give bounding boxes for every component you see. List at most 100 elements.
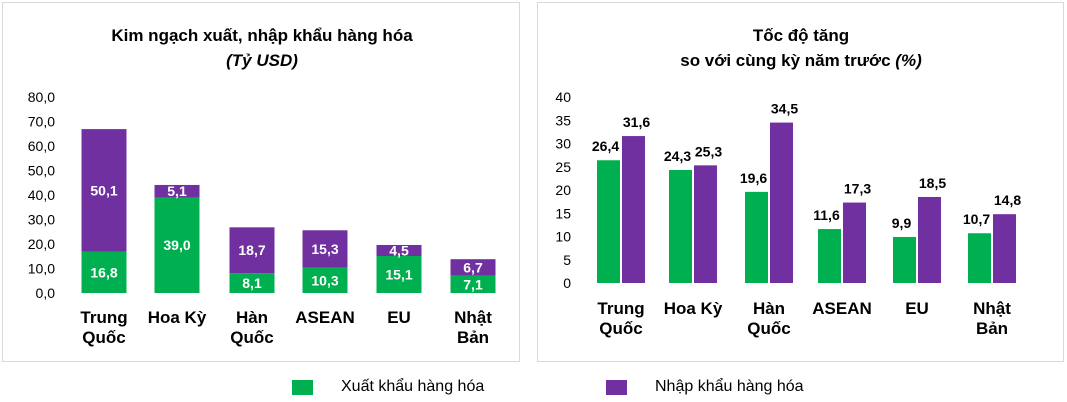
bar-export [818,229,841,283]
bar-import [993,214,1016,283]
chart-subtitle-main: so với cùng kỳ năm trước [680,51,890,70]
y-tick-label: 0 [563,275,571,291]
data-label-import: 31,6 [623,114,650,130]
chart-panel-trade-value: Kim ngạch xuất, nhập khẩu hàng hóa (Tỷ U… [2,2,520,362]
bar-import [302,230,348,268]
bar-import [376,244,422,257]
chart-panel-growth-rate: Tốc độ tăng so với cùng kỳ năm trước (%)… [537,2,1064,362]
x-category-label-line: Hàn [236,308,268,327]
x-category-label-line: Quốc [599,319,642,338]
x-category-label-line: Bản [976,319,1008,338]
data-label-import: 5,1 [167,183,187,199]
x-category-label-line: EU [905,299,929,318]
y-tick-label: 30 [555,136,571,152]
x-category-label-line: Nhật [454,308,492,327]
data-label-import: 4,5 [389,242,409,258]
y-tick-label: 80,0 [28,89,55,105]
bar-export [81,251,127,293]
x-category-label-line: Bản [457,328,489,347]
x-category-label-line: Hoa Kỳ [148,308,207,327]
y-tick-label: 10,0 [28,261,55,277]
x-category-label: Trung Quốc [597,299,644,338]
chart-subtitle: (Tỷ USD) [226,51,298,70]
x-category-label: Nhật Bản [454,308,492,347]
data-label-import: 50,1 [90,182,117,198]
bar-export [968,233,991,283]
data-label-export: 16,8 [90,264,117,280]
data-label-import: 15,3 [311,241,338,257]
bar-export [745,191,768,283]
y-tick-label: 25 [555,159,571,175]
chart-subtitle: so với cùng kỳ năm trước (%) [680,51,922,70]
data-label-import: 18,7 [238,242,265,258]
bar-export [450,275,496,293]
bar-import [81,129,127,252]
x-category-label-line: Quốc [82,328,125,347]
y-tick-label: 5 [563,252,571,268]
data-label-import: 17,3 [844,181,871,197]
bar-export [597,160,620,283]
legend-swatch-export [292,379,313,395]
bar-import [843,202,866,283]
bar-import [694,165,717,283]
data-label-export: 39,0 [163,237,190,253]
bar-import [770,122,793,283]
y-tick-label: 30,0 [28,212,55,228]
data-label-import: 25,3 [695,143,722,159]
x-category-label: EU [387,308,411,327]
data-label-import: 18,5 [919,175,946,191]
x-category-label: EU [905,299,929,318]
bar-import [154,184,200,198]
bar-export [154,197,200,293]
y-tick-label: 50,0 [28,163,55,179]
data-label-import: 14,8 [994,192,1021,208]
legend: Xuất khẩu hàng hóa Nhập khẩu hàng hóa [0,366,1067,402]
chart-growth-rate: Tốc độ tăng so với cùng kỳ năm trước (%)… [555,26,1021,338]
data-label-export: 9,9 [892,215,912,231]
x-category-label: Nhật Bản [973,299,1011,338]
bar-import [622,136,645,283]
x-category-label: ASEAN [295,308,355,327]
bar-import [918,196,941,283]
y-tick-label: 60,0 [28,138,55,154]
x-category-label: Hoa Kỳ [664,299,723,318]
y-tick-label: 10 [555,229,571,245]
bar-import [450,259,496,276]
y-tick-label: 0,0 [36,285,56,301]
x-category-label: Hoa Kỳ [148,308,207,327]
chart-title: Tốc độ tăng [753,26,849,45]
chart-trade-value: Kim ngạch xuất, nhập khẩu hàng hóa (Tỷ U… [28,26,496,347]
data-label-export: 26,4 [592,138,619,154]
data-label-export: 8,1 [242,275,262,291]
bar-export [229,273,275,293]
data-label-export: 10,7 [963,211,990,227]
data-label-import: 34,5 [771,101,798,117]
x-category-label-line: Hoa Kỳ [664,299,723,318]
legend-swatch-import [606,379,627,395]
legend-item-export: Xuất khẩu hàng hóa [292,378,484,396]
x-category-label-line: ASEAN [812,299,872,318]
bar-export [376,256,422,293]
legend-label-import: Nhập khẩu hàng hóa [655,378,804,395]
data-label-export: 19,6 [740,170,767,186]
bar-export [302,267,348,293]
legend-item-import: Nhập khẩu hàng hóa [606,378,804,396]
x-category-label: Trung Quốc [80,308,127,347]
data-label-export: 24,3 [664,148,691,164]
x-category-label-line: ASEAN [295,308,355,327]
chart-subtitle-unit: (%) [895,51,922,70]
data-label-export: 7,1 [463,276,483,292]
x-category-label-line: Trung [80,308,127,327]
x-category-label-line: Nhật [973,299,1011,318]
bar-import [229,227,275,274]
data-label-export: 15,1 [385,267,412,283]
y-tick-label: 40,0 [28,187,55,203]
y-tick-label: 15 [555,205,571,221]
data-label-export: 10,3 [311,272,338,288]
y-tick-label: 20 [555,182,571,198]
legend-label-export: Xuất khẩu hàng hóa [341,378,485,395]
data-label-import: 6,7 [463,259,483,275]
x-category-label-line: Hàn [753,299,785,318]
y-tick-label: 20,0 [28,236,55,252]
bar-export [893,236,916,283]
